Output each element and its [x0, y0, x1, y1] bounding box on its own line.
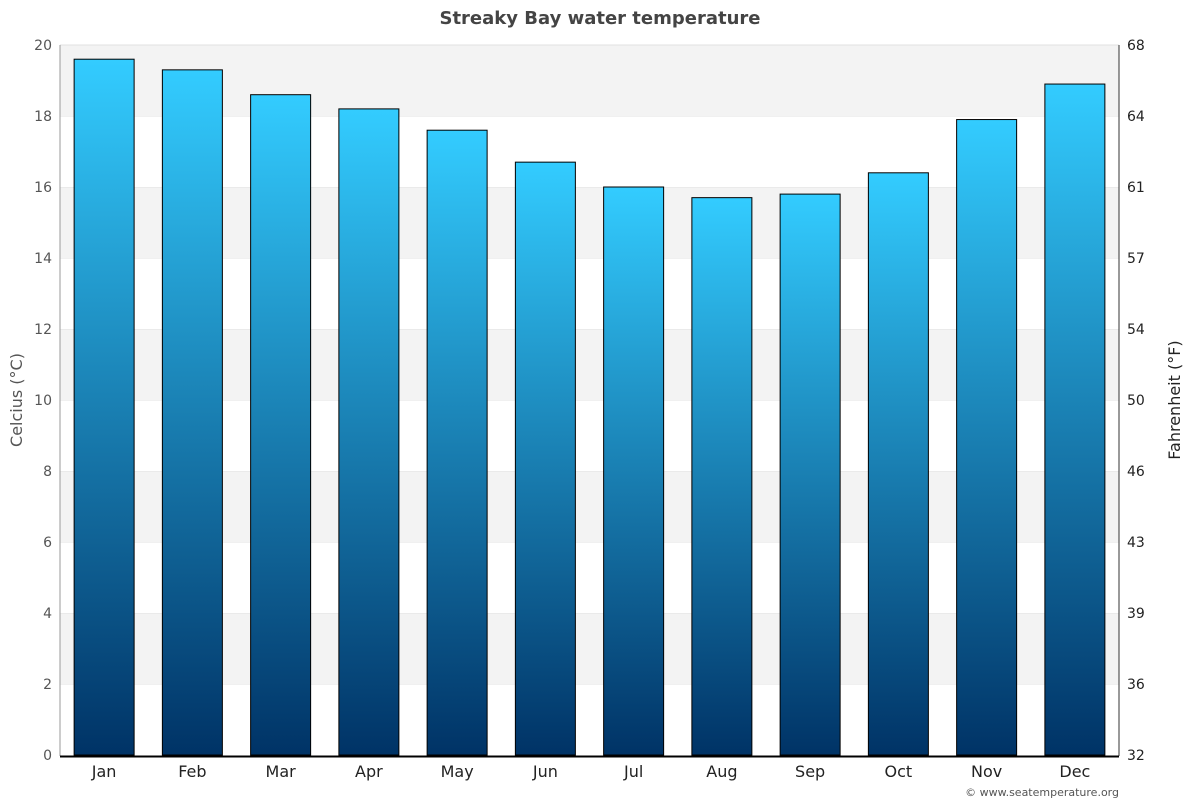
y-axis-label: Celcius (°C)	[7, 353, 26, 447]
y2-tick-label: 43	[1127, 535, 1145, 551]
bar-mar	[250, 94, 312, 756]
y2-tick-label: 68	[1127, 38, 1145, 54]
x-tick-label: Dec	[1059, 762, 1090, 781]
grid-band	[60, 45, 1119, 116]
y2-axis-label: Fahrenheit (°F)	[1165, 340, 1184, 459]
y2-tick-label: 64	[1127, 109, 1145, 125]
y-tick-label: 2	[43, 677, 52, 693]
grid-band	[60, 329, 1119, 400]
grid-band	[60, 684, 1119, 755]
y-tick-label: 4	[43, 606, 52, 622]
x-tick-label: Feb	[178, 762, 206, 781]
y-tick-label: 8	[43, 464, 52, 480]
bar-nov	[956, 119, 1018, 756]
bar-aug	[691, 197, 753, 756]
grid-band	[60, 187, 1119, 258]
y2-tick-label: 39	[1127, 606, 1145, 622]
x-tick-label: Jan	[91, 762, 117, 781]
grid-band	[60, 613, 1119, 684]
y-tick-label: 6	[43, 535, 52, 551]
y-tick-label: 14	[34, 251, 52, 267]
bar-apr	[338, 108, 400, 756]
bar-sep	[779, 193, 841, 756]
credit: © www.seatemperature.org	[965, 786, 1119, 799]
bar-jan	[73, 58, 135, 756]
y2-tick-label: 46	[1127, 464, 1145, 480]
x-tick-label: Aug	[706, 762, 737, 781]
y-tick-label: 12	[34, 322, 52, 338]
y2-tick-label: 50	[1127, 393, 1145, 409]
x-tick-label: Mar	[266, 762, 297, 781]
y2-tick-label: 54	[1127, 322, 1145, 338]
grid-band	[60, 116, 1119, 187]
y-tick-label: 0	[43, 748, 52, 764]
grid-band	[60, 542, 1119, 613]
bar-jun	[514, 161, 576, 756]
chart-title: Streaky Bay water temperature	[439, 8, 760, 29]
x-tick-label: Nov	[971, 762, 1002, 781]
grid-band	[60, 400, 1119, 471]
y-tick-label: 10	[34, 393, 52, 409]
x-tick-label: Jul	[623, 762, 643, 781]
x-tick-label: Sep	[795, 762, 825, 781]
y-tick-label: 16	[34, 180, 52, 196]
y2-tick-label: 57	[1127, 251, 1145, 267]
x-tick-label: Oct	[885, 762, 913, 781]
grid-band	[60, 258, 1119, 329]
y2-tick-label: 61	[1127, 180, 1145, 196]
bar-jul	[603, 186, 665, 756]
y-tick-label: 18	[34, 109, 52, 125]
grid-band	[60, 471, 1119, 542]
bar-dec	[1044, 83, 1106, 756]
x-tick-label: Jun	[532, 762, 558, 781]
bar-may	[426, 129, 488, 756]
x-tick-label: Apr	[355, 762, 383, 781]
y-tick-label: 20	[34, 38, 52, 54]
y2-tick-label: 32	[1127, 748, 1145, 764]
bar-oct	[867, 172, 929, 756]
bar-feb	[161, 69, 223, 756]
y2-tick-label: 36	[1127, 677, 1145, 693]
x-tick-label: May	[441, 762, 474, 781]
